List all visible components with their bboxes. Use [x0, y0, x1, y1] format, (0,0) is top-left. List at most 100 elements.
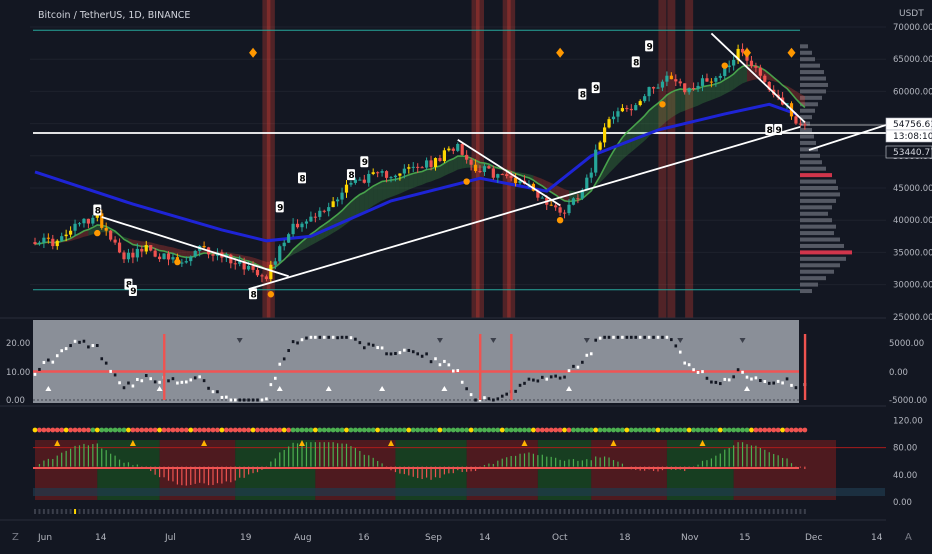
indicator1-dot	[92, 344, 95, 347]
indicator2-strip-tick	[452, 509, 454, 514]
timezone-corner[interactable]: Z	[12, 532, 19, 543]
indicator2-dot	[549, 428, 554, 433]
indicator1-dot	[212, 390, 215, 393]
candle-body	[203, 246, 206, 247]
indicator2-dot	[429, 428, 434, 433]
candle-body	[247, 266, 250, 269]
indicator1-dot	[723, 378, 726, 381]
indicator2-dot	[798, 428, 803, 433]
candle-body	[260, 275, 263, 276]
indicator1-dot	[341, 336, 344, 339]
indicator2-strip-tick	[150, 509, 152, 514]
indicator2-strip-tick	[119, 509, 121, 514]
indicator2-dot	[424, 428, 429, 433]
indicator1-dot	[706, 377, 709, 380]
indicator1-dot	[456, 369, 459, 372]
indicator2-dot	[602, 428, 607, 433]
candle-body	[189, 257, 192, 262]
indicator2-dot	[656, 428, 661, 433]
candle-body	[634, 105, 637, 110]
indicator1-dot	[790, 384, 793, 387]
indicator1-dot	[74, 340, 77, 343]
indicator2-dot	[522, 428, 527, 433]
indicator1-dot	[319, 336, 322, 339]
indicator1-dot	[474, 399, 477, 402]
indicator1-dot	[194, 376, 197, 379]
indicator2-strip-tick	[719, 509, 721, 514]
indicator1-spike	[163, 334, 165, 400]
indicator-pane-1[interactable]	[33, 320, 806, 403]
indicator2-strip-tick	[737, 509, 739, 514]
indicator2-dot	[95, 428, 100, 433]
candle-body	[732, 60, 735, 66]
indicator2-strip-tick	[96, 509, 98, 514]
indicator2-strip-tick	[61, 509, 63, 514]
indicator1-dot	[559, 377, 562, 380]
ribbon-segment	[387, 180, 391, 199]
indicator1-dot	[390, 352, 393, 355]
indicator2-dot	[567, 428, 572, 433]
candle-body	[211, 254, 214, 255]
indicator2-strip-tick	[572, 509, 574, 514]
seq-count-label: 8	[348, 171, 354, 181]
indicator2-dot	[647, 428, 652, 433]
indicator2-dot	[509, 428, 514, 433]
indicator1-dot	[34, 373, 37, 376]
indicator2-dot	[291, 428, 296, 433]
sun-marker	[557, 217, 563, 223]
indicator2-strip-tick	[87, 509, 89, 514]
indicator2-dot	[131, 428, 136, 433]
time-tick-label: 18	[619, 533, 631, 543]
volume-profile-row	[800, 64, 820, 68]
candle-body	[763, 76, 766, 82]
volume-profile-row	[800, 263, 840, 267]
indicator2-dot	[473, 428, 478, 433]
indicator2-strip-tick	[172, 509, 174, 514]
indicator2-dot	[389, 428, 394, 433]
indicator1-dot	[172, 377, 175, 380]
volume-profile-row	[800, 212, 828, 216]
candle-body	[443, 150, 446, 161]
indicator1-dot	[292, 340, 295, 343]
indicator2-strip-tick	[448, 509, 450, 514]
indicator1-dot	[448, 363, 451, 366]
indicator2-dot	[527, 428, 532, 433]
red-band	[476, 0, 484, 318]
indicator1-dot	[772, 382, 775, 385]
indicator1-dot	[710, 381, 713, 384]
indicator2-strip-tick	[515, 509, 517, 514]
indicator2-strip-tick	[346, 509, 348, 514]
indicator2-strip-tick	[43, 509, 45, 514]
candle-body	[33, 242, 36, 244]
time-tick-label: Dec	[805, 533, 822, 543]
ribbon-segment	[716, 82, 720, 98]
sun-marker	[268, 291, 274, 297]
indicator1-right-tick: 5000.00	[889, 339, 924, 349]
candle-body	[505, 174, 508, 176]
indicator2-dot	[317, 428, 322, 433]
indicator2-strip-tick	[457, 509, 459, 514]
indicator2-dot	[197, 428, 202, 433]
indicator2-strip-tick	[297, 509, 299, 514]
indicator1-dot	[728, 378, 731, 381]
indicator1-dot	[270, 383, 273, 386]
indicator1-dot	[385, 352, 388, 355]
indicator1-dot	[483, 396, 486, 399]
indicator2-dot	[665, 428, 670, 433]
auto-scale-corner[interactable]: A	[905, 532, 912, 543]
indicator1-dot	[554, 375, 557, 378]
indicator2-dot	[540, 428, 545, 433]
indicator1-dot	[688, 363, 691, 366]
indicator2-dot	[188, 428, 193, 433]
indicator2-dot	[340, 428, 345, 433]
candle-body	[456, 144, 459, 151]
indicator2-strip-tick	[501, 509, 503, 514]
indicator2-dot	[73, 428, 78, 433]
volume-profile-row	[800, 289, 812, 293]
indicator2-strip-tick	[764, 509, 766, 514]
indicator1-dot	[683, 362, 686, 365]
candle-body	[696, 86, 699, 89]
candle-body	[487, 166, 490, 168]
